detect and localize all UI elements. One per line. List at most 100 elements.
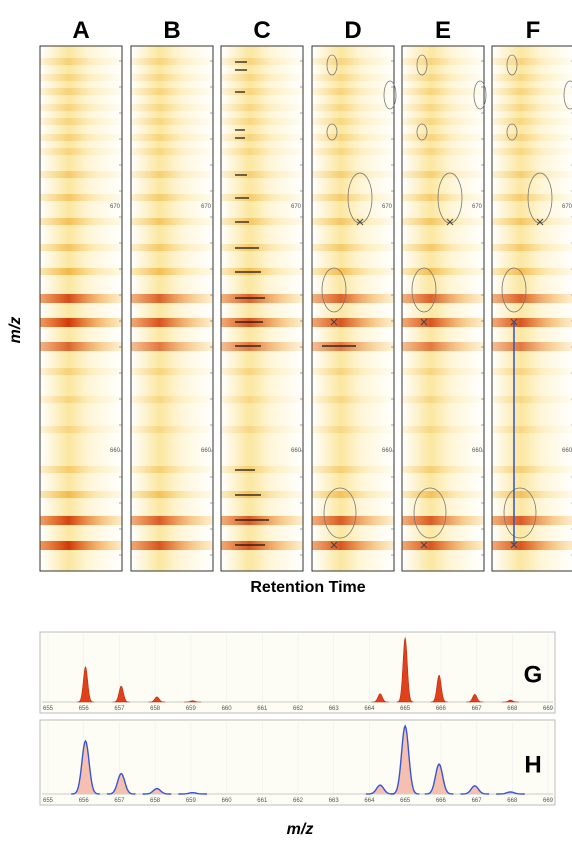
cluster-ellipse	[503, 487, 537, 539]
band	[402, 171, 484, 178]
spectrum-tick: 658	[150, 706, 161, 712]
peak	[501, 699, 520, 703]
spectrum-tick: 656	[79, 706, 90, 712]
spectrum-tick: 663	[329, 798, 340, 804]
panel-tick: 670	[472, 204, 483, 210]
band	[312, 218, 394, 225]
band	[221, 491, 303, 498]
band	[312, 118, 394, 125]
spectrum-tick: 656	[79, 798, 90, 804]
panel-frame	[491, 45, 572, 572]
band	[402, 426, 484, 433]
cluster-ellipse	[527, 172, 553, 224]
peak	[365, 784, 395, 795]
cluster-ellipse	[416, 54, 428, 76]
band	[492, 148, 572, 155]
band	[221, 368, 303, 375]
spectrum-tick: 667	[472, 706, 483, 712]
spectrum-tick: 657	[114, 798, 125, 804]
peak	[396, 636, 414, 703]
band	[492, 541, 572, 550]
panel-bg	[221, 46, 303, 571]
band	[131, 294, 213, 303]
x-mark	[356, 218, 364, 226]
x-mark	[420, 318, 428, 326]
band	[312, 171, 394, 178]
band	[402, 466, 484, 473]
spectrum-tick: 655	[43, 798, 54, 804]
spectrum: 655 656 657 658 659 660 661 662 663 664 665 666 667 6…	[39, 631, 556, 714]
panel-tick: 660	[472, 448, 483, 454]
band	[221, 194, 303, 201]
band	[131, 148, 213, 155]
cluster-ellipse	[501, 267, 527, 313]
band	[312, 466, 394, 473]
panel-tick: 670	[382, 204, 393, 210]
panel-frame	[220, 45, 304, 572]
band	[131, 396, 213, 403]
cluster-ellipse	[326, 54, 338, 76]
band	[40, 58, 122, 65]
panel-bg	[40, 46, 122, 571]
band	[221, 148, 303, 155]
spectrum-tick: 669	[543, 798, 554, 804]
band	[492, 342, 572, 351]
band	[402, 88, 484, 95]
panel-bg	[312, 46, 394, 571]
band	[131, 541, 213, 550]
spectrum-tick: 667	[472, 798, 483, 804]
spectrum-tick: 663	[329, 706, 340, 712]
panel-label: F	[526, 17, 541, 44]
heatmap-panels: A 670 660 B 670 660 C 670 660 D 670 660 E 670 660 F 670 6…	[39, 17, 572, 572]
spectrum-tick: 660	[222, 798, 233, 804]
band	[312, 244, 394, 251]
cluster-ellipse	[413, 487, 447, 539]
band	[131, 368, 213, 375]
band	[40, 396, 122, 403]
band	[40, 118, 122, 125]
band	[492, 104, 572, 111]
spectrum-tick: 664	[364, 706, 375, 712]
band	[221, 268, 303, 275]
panel-tick: 670	[201, 204, 212, 210]
x-mark	[536, 218, 544, 226]
band	[312, 88, 394, 95]
band	[402, 294, 484, 303]
band	[221, 218, 303, 225]
band	[312, 194, 394, 201]
spectrum-tick: 660	[222, 706, 233, 712]
band	[402, 194, 484, 201]
spectrum-label: G	[524, 662, 543, 689]
band	[131, 134, 213, 141]
band	[402, 218, 484, 225]
peak	[148, 696, 166, 703]
band	[402, 318, 484, 327]
band	[40, 171, 122, 178]
band	[40, 491, 122, 498]
band	[492, 368, 572, 375]
band	[131, 466, 213, 473]
cluster-ellipse	[416, 123, 428, 141]
spectrum-tick: 666	[436, 798, 447, 804]
band	[131, 88, 213, 95]
spectrum: 655 656 657 658 659 660 661 662 663 664 665 666 667 6…	[39, 719, 556, 806]
band	[492, 426, 572, 433]
band	[312, 134, 394, 141]
panel-label: B	[163, 17, 180, 44]
peak	[112, 685, 130, 703]
band	[492, 134, 572, 141]
panel: D 670 660	[311, 17, 397, 572]
band	[402, 134, 484, 141]
x-mark	[446, 218, 454, 226]
band	[402, 118, 484, 125]
band	[131, 58, 213, 65]
peak	[390, 724, 420, 795]
panel: A 670 660	[39, 17, 123, 572]
peak	[424, 763, 454, 795]
band	[312, 268, 394, 275]
band	[312, 516, 394, 525]
band	[131, 171, 213, 178]
peak	[371, 693, 389, 703]
panel-tick: 660	[110, 448, 121, 454]
spectrum-tick: 668	[507, 706, 518, 712]
